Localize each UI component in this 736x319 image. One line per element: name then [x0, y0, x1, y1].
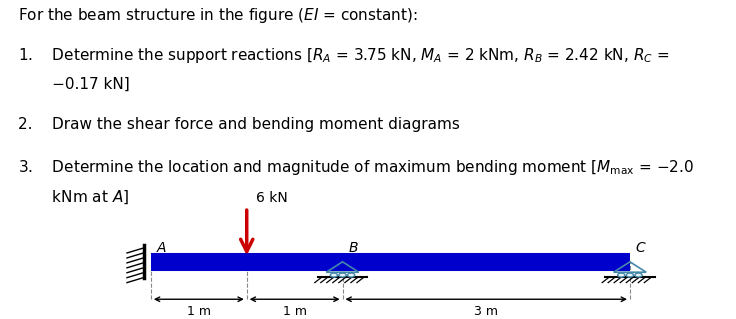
- Circle shape: [347, 273, 355, 277]
- Text: 1 m: 1 m: [187, 306, 210, 318]
- Circle shape: [330, 273, 338, 277]
- Text: 1 m: 1 m: [283, 306, 307, 318]
- Circle shape: [618, 273, 625, 277]
- Text: 1.    Determine the support reactions [$R_A$ = 3.75 kN, $M_A$ = 2 kNm, $R_B$ = 2: 1. Determine the support reactions [$R_A…: [18, 46, 670, 65]
- Text: 3 m: 3 m: [474, 306, 498, 318]
- Text: 6 kN: 6 kN: [256, 191, 288, 205]
- Text: 3.    Determine the location and magnitude of maximum bending moment [$M_{\mathr: 3. Determine the location and magnitude …: [18, 158, 695, 177]
- Text: A: A: [157, 241, 166, 255]
- Text: kNm at $A$]: kNm at $A$]: [18, 189, 130, 206]
- Circle shape: [626, 273, 634, 277]
- Circle shape: [635, 273, 643, 277]
- Text: B: B: [348, 241, 358, 255]
- Text: C: C: [636, 241, 645, 255]
- Text: 2.    Draw the shear force and bending moment diagrams: 2. Draw the shear force and bending mome…: [18, 117, 460, 132]
- Circle shape: [339, 273, 346, 277]
- Text: −0.17 kN]: −0.17 kN]: [18, 77, 130, 92]
- Text: For the beam structure in the figure ($EI$ = constant):: For the beam structure in the figure ($E…: [18, 5, 418, 25]
